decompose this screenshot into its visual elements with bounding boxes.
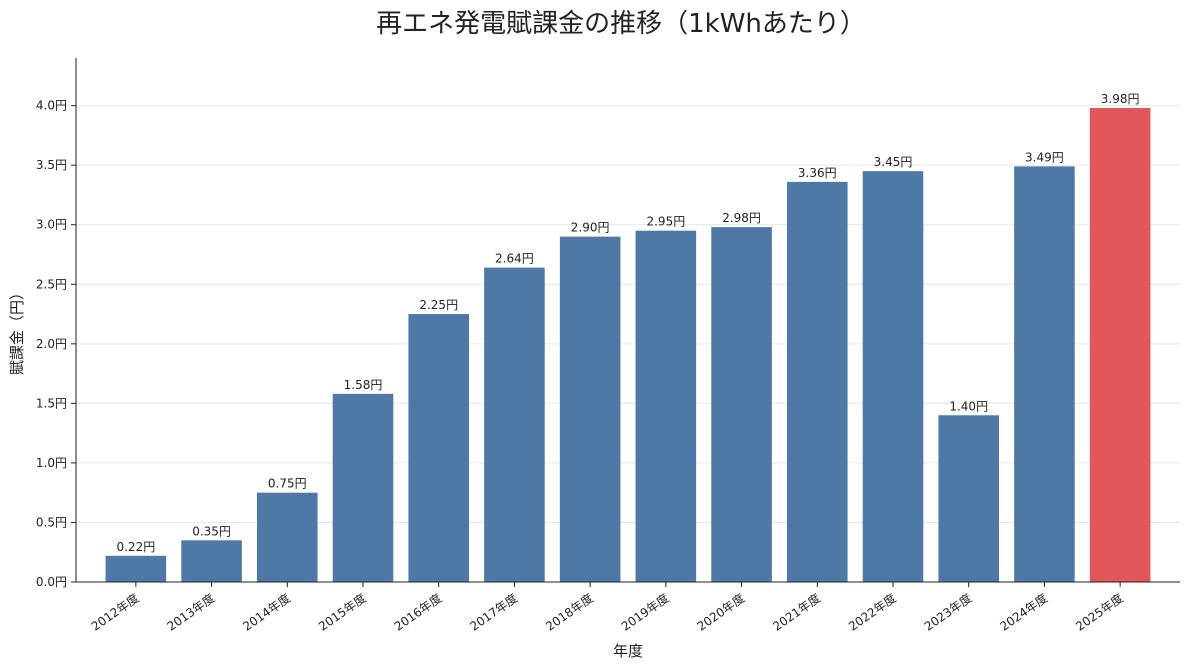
x-tick-label: 2013年度 <box>164 590 217 634</box>
x-axis-title: 年度 <box>613 642 643 660</box>
bar-value-label: 3.36円 <box>798 166 837 180</box>
bar-value-label: 3.45円 <box>874 155 913 169</box>
x-tick-label: 2024年度 <box>997 590 1050 634</box>
chart-title: 再エネ発電賦課金の推移（1kWhあたり） <box>376 9 866 39</box>
bar <box>484 267 545 582</box>
y-tick-label: 4.0円 <box>36 99 67 113</box>
bar-value-label: 0.75円 <box>268 477 307 491</box>
y-tick-label: 3.5円 <box>36 158 67 172</box>
bar <box>711 227 772 583</box>
y-tick-label: 1.5円 <box>36 396 67 410</box>
x-axis-ticks: 2012年度 2013年度 2014年度 2015年度 2016年度 2017年度 2018… <box>88 582 1126 634</box>
value-labels: 0.22円 0.35円 0.75円 1.58円 2.25円 2.64円 2.90円 2.95円… <box>116 92 1139 554</box>
x-tick-label: 2015年度 <box>315 590 368 634</box>
x-tick-label: 2023年度 <box>921 590 974 634</box>
grid-lines <box>76 105 1180 523</box>
bar <box>938 415 999 582</box>
x-tick-label: 2025年度 <box>1073 590 1126 634</box>
bar-value-label: 2.64円 <box>495 252 534 266</box>
bar <box>862 171 924 583</box>
bar-value-label: 2.95円 <box>646 215 685 229</box>
x-tick-label: 2016年度 <box>391 590 444 634</box>
bar-value-label: 1.58円 <box>344 378 383 392</box>
y-tick-label: 2.5円 <box>36 277 67 291</box>
bars <box>105 108 1151 583</box>
bar-value-label: 3.98円 <box>1101 92 1140 106</box>
y-tick-label: 2.0円 <box>36 337 67 351</box>
bar-value-label: 0.35円 <box>192 524 231 538</box>
x-tick-label: 2021年度 <box>770 590 823 634</box>
bar <box>181 540 242 582</box>
y-axis-title: 賦課金（円） <box>8 285 26 375</box>
bar <box>257 492 318 582</box>
bar-value-label: 1.40円 <box>949 399 988 413</box>
bar-value-label: 2.98円 <box>722 211 761 225</box>
bar <box>332 393 394 582</box>
bar <box>105 555 167 582</box>
y-tick-label: 1.0円 <box>36 456 67 470</box>
y-axis-ticks: 0.0円 0.5円 1.0円 1.5円 2.0円 2.5円 3.0円 3.5円 4.0円 <box>36 99 76 589</box>
y-tick-label: 0.5円 <box>36 515 67 529</box>
x-tick-label: 2014年度 <box>240 590 293 634</box>
x-tick-label: 2020年度 <box>694 590 747 634</box>
bar <box>559 236 621 583</box>
bar-value-label: 3.49円 <box>1025 150 1064 164</box>
bar-value-label: 2.90円 <box>571 221 610 235</box>
bar-value-label: 0.22円 <box>116 540 155 554</box>
axes <box>75 58 1180 583</box>
y-tick-label: 3.0円 <box>36 218 67 232</box>
x-tick-label: 2019年度 <box>618 590 671 634</box>
bar-value-label: 2.25円 <box>419 298 458 312</box>
bar <box>635 230 697 582</box>
x-tick-label: 2012年度 <box>88 590 141 634</box>
x-tick-label: 2018年度 <box>543 590 596 634</box>
x-tick-label: 2017年度 <box>467 590 520 634</box>
bar <box>787 181 848 582</box>
y-tick-label: 0.0円 <box>36 575 67 589</box>
bar <box>1014 166 1075 582</box>
x-tick-label: 2022年度 <box>845 590 898 634</box>
bar <box>1089 108 1151 582</box>
bar <box>408 314 469 582</box>
